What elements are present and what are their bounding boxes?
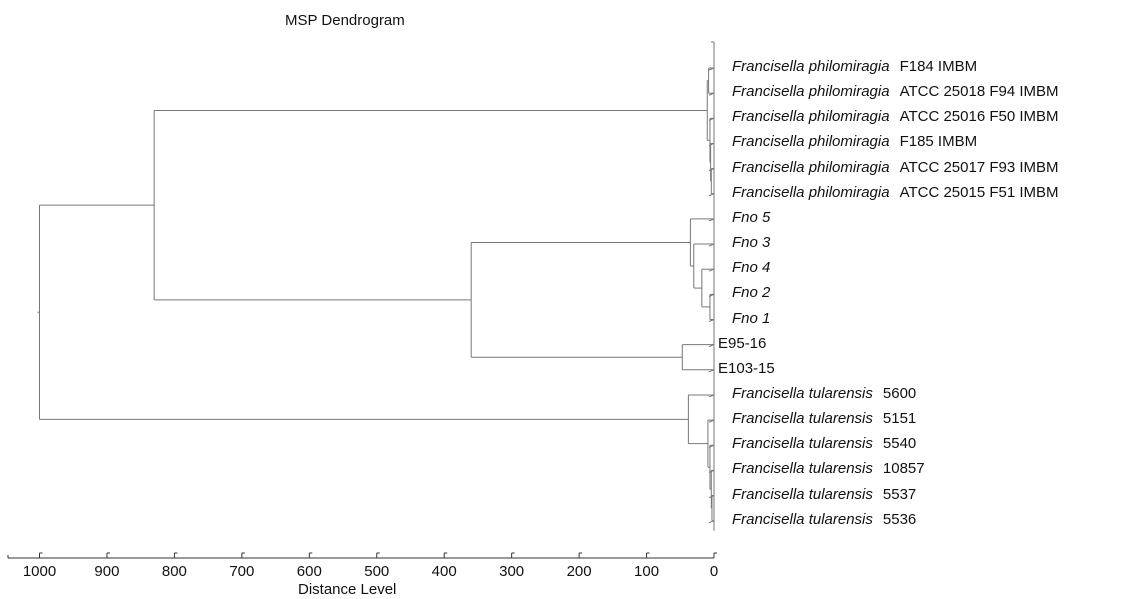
leaf-label: Francisella philomiragia ATCC 25016 F50 I…: [732, 108, 1059, 126]
leaf-species: Francisella philomiragia: [732, 133, 890, 151]
x-tick-label: 300: [499, 563, 525, 580]
leaf-strain: 5540: [882, 435, 917, 453]
leaf-species: Fno 4: [732, 259, 771, 277]
leaf-species: Fno 5: [732, 208, 771, 226]
x-tick-label: 800: [161, 563, 187, 580]
x-tick-label: 700: [229, 563, 255, 580]
leaf-label: E103-15: [718, 360, 775, 378]
leaf-strain: F185 IMBM: [899, 133, 978, 151]
leaf-species: Francisella philomiragia: [732, 83, 890, 101]
leaf-strain: ATCC 25015 F51 IMBM: [899, 183, 1059, 201]
dendrogram-tree: [37, 41, 715, 531]
leaf-species: Francisella philomiragia: [732, 58, 890, 75]
leaf-strain: ATCC 25018 F94 IMBM: [899, 83, 1059, 101]
leaf-label: Fno 4: [732, 259, 770, 277]
x-axis: [7, 552, 717, 559]
leaf-label: Francisella tularensis 10857: [732, 460, 925, 478]
leaf-tick: [708, 243, 715, 247]
leaf-label: Fno 2: [732, 284, 770, 302]
x-tick-label: 600: [296, 563, 322, 580]
leaf-tick: [708, 444, 715, 448]
leaf-strain: 5600: [882, 384, 917, 402]
leaf-label: Francisella tularensis 5600: [732, 385, 916, 403]
leaf-strain: E95-16: [718, 334, 767, 352]
leaf-tick: [708, 218, 715, 222]
leaf-tick: [708, 369, 715, 373]
x-tick-label: 500: [364, 563, 390, 580]
leaf-strain: ATCC 25016 F50 IMBM: [899, 108, 1059, 126]
leaf-strain: 10857: [882, 460, 925, 478]
leaf-tick: [708, 419, 715, 423]
leaf-label: Francisella philomiragia F185 IMBM: [732, 133, 977, 151]
leaf-species: Francisella philomiragia: [732, 158, 890, 176]
leaf-label: Francisella tularensis 5151: [732, 410, 916, 428]
leaf-label: Francisella tularensis 5537: [732, 486, 916, 504]
leaf-strain: F184 IMBM: [899, 58, 978, 75]
leaf-species: Francisella tularensis: [732, 510, 873, 528]
x-tick-label: 200: [566, 563, 592, 580]
x-tick-label: 900: [94, 563, 120, 580]
leaf-species: Francisella tularensis: [732, 435, 873, 453]
leaf-species: Francisella tularensis: [732, 384, 873, 402]
leaf-label: Francisella tularensis 5536: [732, 511, 916, 529]
leaf-species: Francisella tularensis: [732, 410, 873, 428]
leaf-species: Francisella philomiragia: [732, 108, 890, 126]
x-axis-label: Distance Level: [298, 581, 397, 598]
leaf-strain: E103-15: [718, 359, 775, 377]
x-tick-label: 100: [634, 563, 660, 580]
leaf-tick: [708, 344, 715, 348]
leaf-tick: [708, 67, 715, 71]
leaf-strain: 5151: [882, 410, 917, 428]
leaf-tick: [708, 495, 715, 499]
chart-title: MSP Dendrogram: [285, 12, 405, 29]
leaf-tick: [708, 268, 715, 272]
leaf-species: Fno 2: [732, 284, 771, 302]
x-tick-label: 400: [431, 563, 457, 580]
leaf-strain: ATCC 25017 F93 IMBM: [899, 158, 1059, 176]
leaf-species: Fno 3: [732, 234, 771, 252]
leaf-label: Francisella philomiragia ATCC 25018 F94 I…: [732, 83, 1059, 101]
leaf-label: Francisella tularensis 5540: [732, 435, 916, 453]
leaf-species: Francisella tularensis: [732, 460, 873, 478]
leaf-tick: [708, 193, 715, 197]
leaf-strain: 5537: [882, 485, 917, 503]
leaf-tick: [708, 520, 715, 524]
leaf-label: Fno 3: [732, 234, 770, 252]
leaf-tick: [708, 92, 715, 96]
leaf-tick: [708, 469, 715, 473]
leaf-strain: 5536: [882, 510, 917, 528]
leaf-tick: [708, 293, 715, 297]
leaf-tick: [708, 319, 715, 322]
leaf-species: Francisella tularensis: [732, 485, 873, 503]
leaf-tick: [708, 394, 715, 398]
leaf-tick: [708, 168, 715, 172]
leaf-label: E95-16: [718, 335, 766, 353]
leaf-tick: [708, 142, 715, 146]
leaf-label: Fno 1: [732, 310, 770, 328]
leaf-species: Francisella philomiragia: [732, 183, 890, 201]
x-tick-label: 0: [709, 563, 719, 580]
leaf-label: Francisella philomiragia F184 IMBM: [732, 58, 977, 76]
leaf-label: Fno 5: [732, 209, 770, 227]
leaf-tick: [708, 117, 715, 121]
leaf-label: Francisella philomiragia ATCC 25017 F93 I…: [732, 159, 1059, 177]
x-tick-label: 1000: [22, 563, 57, 580]
leaf-label: Francisella philomiragia ATCC 25015 F51 I…: [732, 184, 1059, 202]
leaf-species: Fno 1: [732, 309, 771, 327]
